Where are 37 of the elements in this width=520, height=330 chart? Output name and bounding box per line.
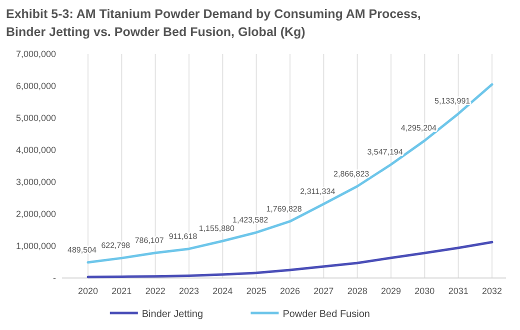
legend-label: Binder Jetting [142, 309, 204, 320]
y-tick-label: 1,000,000 [16, 241, 56, 251]
data-label: 1,155,880 [198, 224, 236, 234]
x-tick-label: 2024 [212, 286, 233, 296]
chart-title: Exhibit 5-3: AM Titanium Powder Demand by Consuming AM Process, [6, 7, 421, 21]
y-tick-label: 3,000,000 [16, 177, 56, 187]
x-tick-label: 2026 [280, 286, 300, 296]
y-tick-label: 5,000,000 [16, 113, 56, 123]
y-tick-label: - [53, 273, 56, 283]
x-tick-label: 2030 [414, 286, 435, 296]
y-tick-label: 6,000,000 [16, 81, 56, 91]
x-tick-label: 2025 [246, 286, 266, 296]
data-label: 5,133,991 [434, 96, 471, 106]
y-tick-label: 7,000,000 [16, 49, 56, 59]
data-label: 786,107 [134, 236, 164, 245]
legend-label: Powder Bed Fusion [282, 309, 370, 320]
y-tick-label: 4,000,000 [16, 145, 56, 155]
chart-subtitle: Binder Jetting vs. Powder Bed Fusion, Global (Kg) [6, 25, 306, 39]
data-label: 622,798 [101, 241, 131, 250]
data-label: 2,311,334 [300, 187, 336, 196]
x-tick-label: 2020 [78, 286, 98, 296]
x-tick-label: 2028 [347, 286, 368, 296]
data-label: 911,618 [168, 232, 198, 241]
data-label: 2,866,823 [334, 169, 370, 178]
data-label: 1,769,828 [266, 204, 302, 214]
data-label: 1,423,582 [232, 215, 269, 224]
x-tick-label: 2023 [178, 286, 200, 296]
y-tick-label: 2,000,000 [16, 209, 56, 219]
x-tick-label: 2022 [145, 286, 166, 296]
x-tick-label: 2031 [448, 286, 468, 296]
x-tick-label: 2032 [482, 286, 502, 296]
x-tick-label: 2021 [112, 286, 132, 296]
x-tick-label: 2029 [380, 286, 402, 296]
data-label: 4,295,204 [400, 124, 438, 133]
x-tick-label: 2027 [314, 286, 334, 296]
data-label: 3,547,194 [367, 147, 404, 156]
data-label: 489,504 [68, 245, 98, 254]
